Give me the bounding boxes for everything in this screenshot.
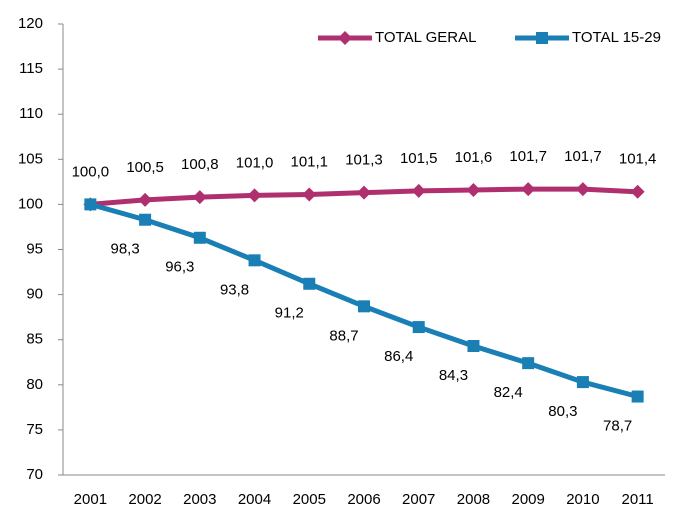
data-point bbox=[302, 187, 317, 202]
data-point bbox=[138, 192, 153, 207]
y-tick-label: 105 bbox=[18, 150, 43, 167]
data-point bbox=[575, 182, 590, 197]
y-tick-label: 85 bbox=[26, 331, 43, 348]
data-label: 86,4 bbox=[384, 348, 413, 365]
data-label: 80,3 bbox=[548, 403, 577, 420]
data-point bbox=[630, 184, 645, 199]
y-tick-label: 115 bbox=[19, 60, 43, 77]
data-label: 101,5 bbox=[400, 150, 438, 167]
legend-marker bbox=[536, 32, 548, 44]
x-tick-label: 2002 bbox=[128, 491, 161, 508]
data-label: 78,7 bbox=[603, 417, 632, 434]
data-label: 100,0 bbox=[72, 163, 110, 180]
data-label: 82,4 bbox=[494, 384, 523, 401]
x-tick-label: 2004 bbox=[238, 491, 271, 508]
legend-label: TOTAL GERAL bbox=[375, 29, 476, 46]
data-label: 88,7 bbox=[329, 327, 358, 344]
y-tick-label: 95 bbox=[26, 240, 43, 257]
x-tick-label: 2008 bbox=[457, 491, 490, 508]
y-tick-label: 80 bbox=[26, 376, 43, 393]
data-point bbox=[466, 182, 481, 197]
x-tick-label: 2005 bbox=[293, 491, 326, 508]
data-point bbox=[84, 198, 97, 211]
x-tick-label: 2003 bbox=[183, 491, 216, 508]
y-tick-label: 75 bbox=[26, 421, 43, 438]
data-label: 96,3 bbox=[165, 259, 194, 276]
data-point bbox=[247, 188, 262, 203]
data-label: 101,1 bbox=[290, 153, 328, 170]
data-label: 93,8 bbox=[220, 281, 249, 298]
data-label: 101,4 bbox=[619, 151, 657, 168]
data-label: 100,5 bbox=[126, 159, 164, 176]
y-tick-label: 70 bbox=[26, 466, 43, 483]
x-tick-label: 2009 bbox=[511, 491, 544, 508]
x-tick-label: 2001 bbox=[74, 491, 107, 508]
y-tick-label: 90 bbox=[26, 286, 43, 303]
data-point bbox=[412, 321, 425, 334]
x-tick-label: 2011 bbox=[622, 491, 654, 508]
data-label: 84,3 bbox=[439, 367, 468, 384]
data-point bbox=[193, 231, 206, 244]
x-tick-label: 2006 bbox=[347, 491, 380, 508]
data-point bbox=[139, 213, 152, 226]
data-label: 101,7 bbox=[509, 148, 547, 165]
data-point bbox=[357, 185, 371, 200]
data-label: 98,3 bbox=[110, 241, 139, 258]
y-tick-label: 100 bbox=[18, 195, 43, 212]
data-label: 91,2 bbox=[275, 305, 304, 322]
data-label: 101,7 bbox=[564, 148, 602, 165]
data-point bbox=[358, 300, 370, 313]
data-point bbox=[248, 254, 261, 267]
data-label: 101,3 bbox=[345, 152, 383, 169]
x-tick-label: 2007 bbox=[402, 491, 435, 508]
data-point bbox=[631, 390, 644, 403]
y-tick-label: 120 bbox=[18, 15, 43, 32]
data-point bbox=[521, 182, 536, 197]
data-point bbox=[467, 340, 480, 353]
y-tick-label: 110 bbox=[19, 105, 43, 122]
data-point bbox=[192, 190, 207, 205]
legend-label: TOTAL 15-29 bbox=[572, 29, 661, 46]
x-tick-label: 2010 bbox=[566, 491, 599, 508]
data-label: 101,6 bbox=[455, 149, 493, 166]
data-point bbox=[522, 357, 535, 370]
data-label: 100,8 bbox=[181, 156, 219, 173]
data-point bbox=[576, 376, 589, 389]
data-point bbox=[303, 277, 316, 290]
data-point bbox=[411, 183, 426, 198]
data-label: 101,0 bbox=[236, 154, 274, 171]
legend-marker bbox=[338, 31, 352, 45]
